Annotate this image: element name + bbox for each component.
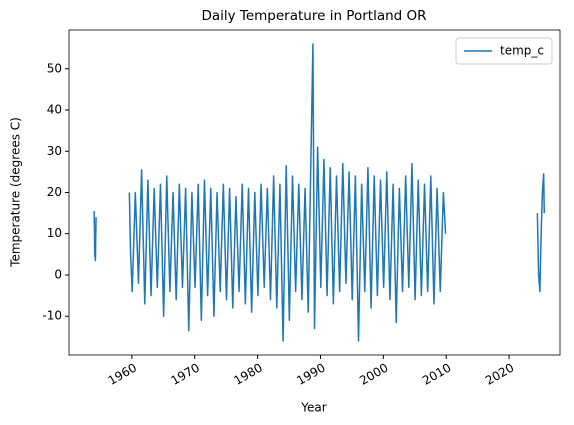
x-tick-label: 2000 bbox=[357, 361, 390, 388]
y-tick-label: 40 bbox=[47, 103, 62, 117]
y-tick-label: 50 bbox=[47, 61, 62, 75]
y-tick-label: 10 bbox=[47, 226, 62, 240]
x-axis-label: Year bbox=[300, 401, 326, 415]
chart-title: Daily Temperature in Portland OR bbox=[201, 8, 426, 24]
legend-box bbox=[455, 37, 553, 65]
x-tick-label: 1970 bbox=[169, 361, 202, 388]
x-tick-label: 1960 bbox=[106, 361, 139, 388]
line bbox=[93, 43, 546, 342]
y-axis-label: Temperature (degrees C) bbox=[9, 117, 23, 268]
x-tick-label: 2010 bbox=[420, 361, 453, 388]
legend-label: temp_c bbox=[500, 44, 544, 58]
y-tick-label: 0 bbox=[54, 267, 62, 281]
y-tick-label: 20 bbox=[47, 185, 62, 199]
plot-frame bbox=[68, 29, 561, 356]
x-tick-label: 1980 bbox=[231, 361, 264, 388]
x-tick-label: 2020 bbox=[483, 361, 516, 388]
y-tick-label: -10 bbox=[42, 309, 62, 323]
x-tick-label: 1990 bbox=[294, 361, 327, 388]
y-tick-label: 30 bbox=[47, 144, 62, 158]
